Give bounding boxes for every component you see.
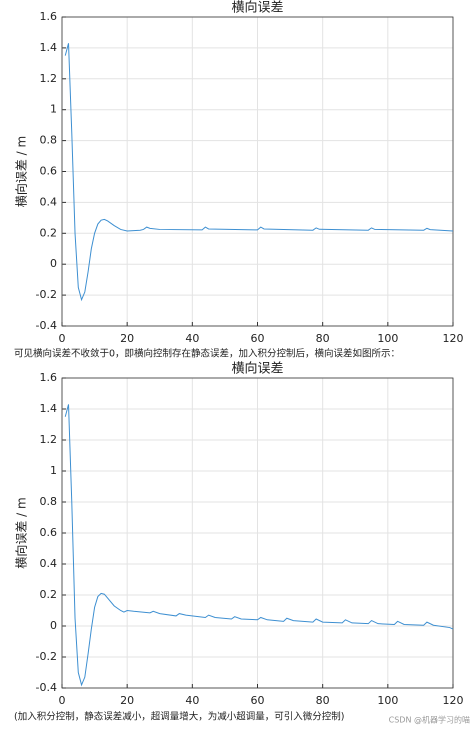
y-tick-label: -0.2 [36, 288, 57, 301]
x-tick-label: 80 [316, 332, 330, 345]
y-tick-label: 1 [50, 464, 57, 477]
y-tick-label: 0 [50, 619, 57, 632]
x-tick-label: 20 [120, 332, 134, 345]
chart-title: 横向误差 [231, 0, 283, 16]
x-tick-label: 20 [120, 694, 134, 707]
y-tick-label: 0.4 [40, 195, 58, 208]
y-tick-label: -0.4 [36, 681, 57, 694]
y-tick-label: 0.6 [40, 526, 58, 539]
y-axis-label: 横向误差 / m [14, 497, 29, 568]
y-tick-label: 1.4 [40, 402, 58, 415]
y-tick-label: 1 [50, 103, 57, 116]
chart-title: 横向误差 [231, 361, 283, 377]
x-tick-label: 100 [377, 694, 398, 707]
y-tick-label: 1.6 [40, 371, 58, 384]
y-tick-label: 0.6 [40, 165, 58, 178]
y-tick-label: 0.8 [40, 134, 58, 147]
line [64, 404, 454, 687]
y-tick-label: 0.2 [40, 588, 58, 601]
y-tick-label: 0 [50, 257, 57, 270]
y-axis-label: 横向误差 / m [14, 136, 29, 207]
y-tick-label: 0.8 [40, 495, 58, 508]
x-tick-label: 80 [316, 694, 330, 707]
line [64, 43, 454, 302]
y-tick-label: -0.2 [36, 650, 57, 663]
y-tick-label: 1.2 [40, 72, 58, 85]
y-tick-label: 1.6 [40, 10, 58, 23]
y-tick-label: 1.4 [40, 41, 58, 54]
x-tick-label: 40 [185, 332, 199, 345]
y-tick-label: 0.4 [40, 557, 58, 570]
y-tick-label: -0.4 [36, 319, 57, 332]
caption: (加入积分控制，静态误差减小，超调量增大，为减小超调量，可引入微分控制) [14, 711, 344, 723]
x-tick-label: 120 [443, 332, 464, 345]
plot-frame [61, 377, 454, 689]
x-tick-label: 100 [377, 332, 398, 345]
x-tick-label: 40 [185, 694, 199, 707]
caption: 可见横向误差不收敛于0，即横向控制存在静态误差，加入积分控制后，横向误差如图所示… [14, 348, 400, 360]
y-tick-label: 0.2 [40, 226, 58, 239]
x-tick-label: 0 [59, 332, 66, 345]
x-tick-label: 60 [251, 694, 265, 707]
x-tick-label: 120 [443, 694, 464, 707]
x-tick-label: 0 [59, 694, 66, 707]
plot-frame [61, 16, 454, 327]
y-tick-label: 1.2 [40, 433, 58, 446]
watermark: CSDN @机器学习的喵 [389, 715, 470, 725]
x-tick-label: 60 [251, 332, 265, 345]
